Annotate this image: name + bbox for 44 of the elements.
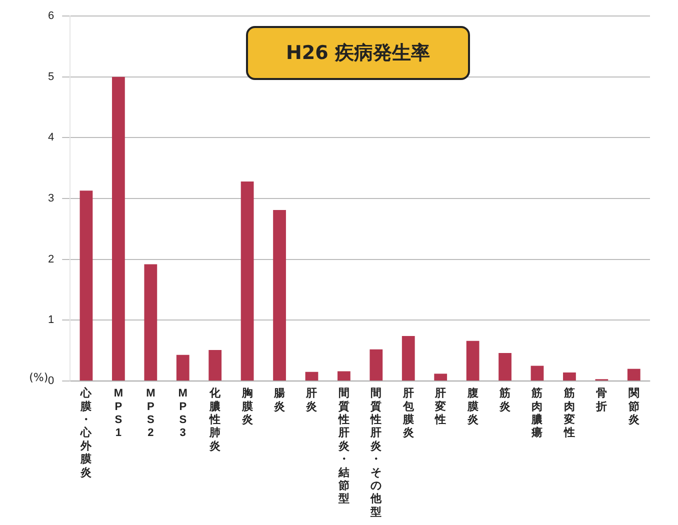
y-tick-label: 2 <box>48 253 54 266</box>
x-tick-label: 筋肉膿瘍 <box>530 386 544 440</box>
x-tick-label: MPS3 <box>178 388 188 440</box>
bar <box>402 336 415 380</box>
bar <box>305 372 318 380</box>
x-tick-label: 肝包膜炎 <box>402 388 415 440</box>
x-tick-label: 胸膜炎 <box>240 386 254 426</box>
x-tick-label: 骨折 <box>595 388 608 413</box>
bar <box>627 368 640 380</box>
y-tick-label: 4 <box>48 132 54 144</box>
bar <box>338 371 350 380</box>
x-tick-label: 心膜・心外膜炎 <box>80 386 93 479</box>
x-tick-label: 化膿性肺炎 <box>208 386 222 452</box>
x-tick-label: 筋肉変性 <box>562 386 575 440</box>
y-tick-label: 0 <box>48 375 54 388</box>
bar <box>466 340 480 380</box>
bar <box>434 374 448 380</box>
bar <box>498 353 512 380</box>
bar <box>80 190 93 380</box>
x-tick-label: 腹膜炎 <box>466 386 480 426</box>
bar <box>208 350 222 380</box>
x-tick-label: 肝炎 <box>305 388 318 413</box>
y-tick-label: 1 <box>48 314 54 326</box>
bar <box>370 349 383 380</box>
x-tick-label: MPS1 <box>114 388 124 440</box>
bar <box>563 372 576 380</box>
category-label: 間質性肝炎・結節型 <box>338 388 350 506</box>
y-axis-title: (%) <box>29 370 48 384</box>
bar <box>240 181 254 380</box>
bar <box>176 354 190 380</box>
x-tick-label: 関節炎 <box>627 388 640 426</box>
bar <box>144 264 158 380</box>
y-tick-label: 6 <box>48 10 54 22</box>
bar <box>273 210 286 380</box>
x-tick-label: 腸炎 <box>273 388 286 413</box>
bar <box>530 366 544 380</box>
y-tick-label: 3 <box>48 192 54 205</box>
y-tick-label: 5 <box>48 70 54 83</box>
category-label: 間質性肝炎・その他型 <box>370 388 382 518</box>
x-tick-label: 肝変性 <box>434 388 446 426</box>
bar <box>112 76 125 380</box>
title-box: H26 疾病発生率 <box>246 26 470 80</box>
x-tick-label: 筋炎 <box>498 386 512 413</box>
x-tick-label: MPS2 <box>146 388 156 440</box>
